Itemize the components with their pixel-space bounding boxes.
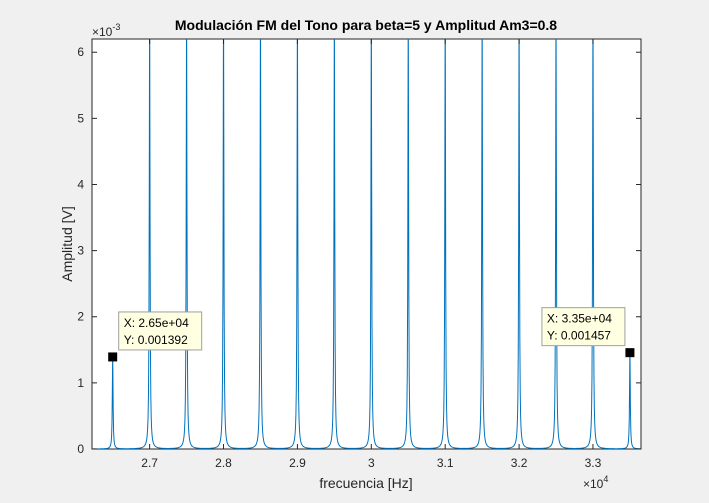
x-exponent-power: 4 <box>603 474 608 484</box>
datatip-marker[interactable] <box>625 348 635 358</box>
y-tick-label: 1 <box>77 376 84 390</box>
datatip-box <box>118 311 203 351</box>
x-exponent-base: ×10 <box>583 477 604 491</box>
svg-text:×10-3: ×10-3 <box>92 22 120 39</box>
plot-area <box>91 38 642 450</box>
x-tick-label: 3.1 <box>437 456 454 470</box>
y-tick-label: 5 <box>77 111 84 125</box>
datatip-box <box>541 307 626 347</box>
x-tick-label: 3.2 <box>511 456 528 470</box>
x-tick-label: 3 <box>368 456 375 470</box>
x-tick-label: 2.9 <box>289 456 306 470</box>
axes-decor: 2.7 2.8 2.9 3 3.1 3.2 3.3 0 1 2 3 4 5 6 <box>77 39 641 470</box>
y-tick-label: 4 <box>77 177 84 191</box>
x-tick-label: 2.7 <box>141 456 158 470</box>
plot-content <box>92 39 641 449</box>
chart-title: Modulación FM del Tono para beta=5 y Amp… <box>175 17 557 33</box>
y-exponent-base: ×10 <box>92 25 113 39</box>
x-tick-label: 3.3 <box>585 456 602 470</box>
x-exponent-label: ×104 <box>583 474 608 491</box>
y-exponent-label: ×10-3 <box>92 22 120 39</box>
x-tick-label: 2.8 <box>215 456 232 470</box>
spectrum-line <box>92 39 641 449</box>
datatip-marker[interactable] <box>108 352 118 362</box>
x-axis-label: frecuencia [Hz] <box>319 475 412 491</box>
svg-text:×104: ×104 <box>583 474 608 491</box>
y-tick-label: 6 <box>77 45 84 59</box>
y-tick-label: 3 <box>77 244 84 258</box>
datatip-y-text: Y: 0.001457 <box>547 329 611 343</box>
datatip-y-text: Y: 0.001392 <box>124 333 188 347</box>
datatips: X: 2.65e+04 Y: 0.001392 X: 3.35e+04 Y: 0.00… <box>108 307 635 362</box>
y-exponent-power: -3 <box>112 22 120 32</box>
y-tick-label: 2 <box>77 310 84 324</box>
y-tick-label: 0 <box>77 442 84 456</box>
datatip-x-text: X: 2.65e+04 <box>124 316 189 330</box>
y-axis-label: Amplitud [V] <box>59 206 75 281</box>
datatip-x-text: X: 3.35e+04 <box>547 312 612 326</box>
